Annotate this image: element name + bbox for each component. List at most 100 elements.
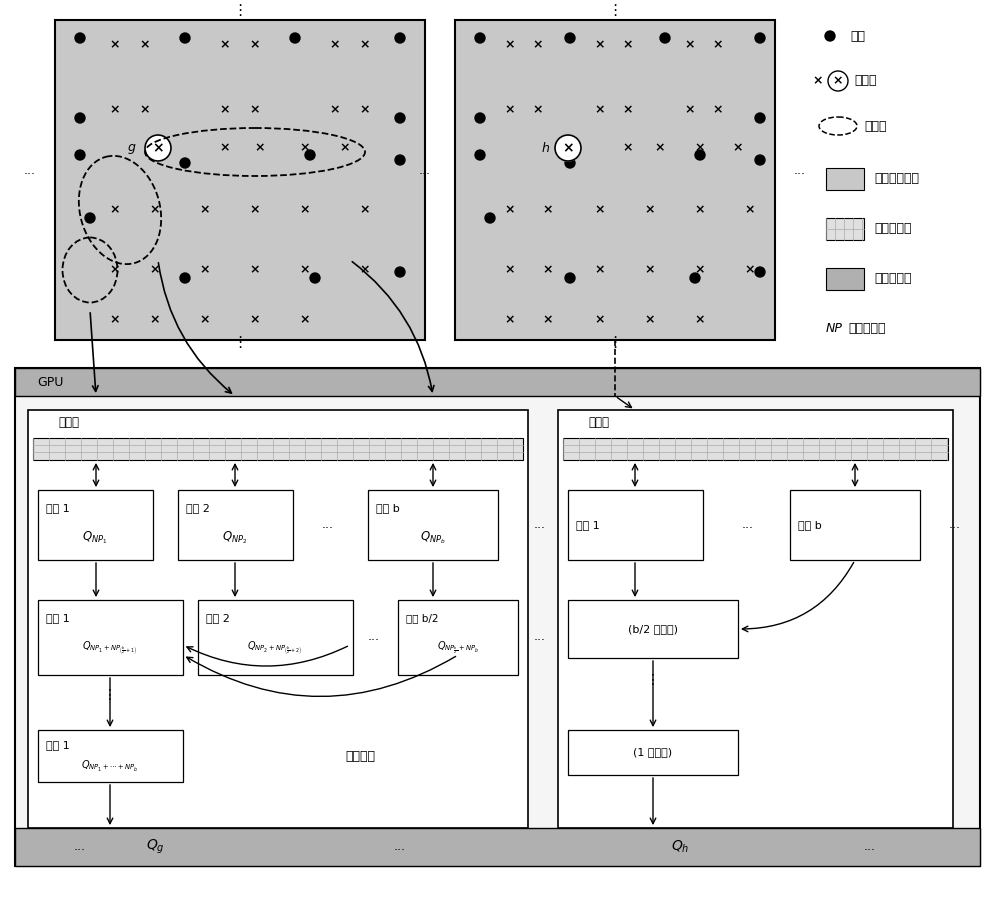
Text: $Q_g$: $Q_g$ <box>146 838 164 856</box>
Text: $Q_{NP_2}$: $Q_{NP_2}$ <box>222 530 248 546</box>
Text: ×: × <box>300 142 310 154</box>
Text: ×: × <box>695 263 705 277</box>
Bar <box>55 20 425 340</box>
Circle shape <box>305 150 315 160</box>
Text: ×: × <box>505 263 515 277</box>
Text: ×: × <box>505 103 515 117</box>
Text: ...: ... <box>534 630 546 644</box>
Text: 线程 1: 线程 1 <box>46 740 70 750</box>
Text: ×: × <box>733 142 743 154</box>
Circle shape <box>75 113 85 123</box>
Text: 线程 b: 线程 b <box>798 520 822 530</box>
Text: ×: × <box>695 142 705 154</box>
Text: ×: × <box>623 103 633 117</box>
Text: ...: ... <box>534 518 546 532</box>
Text: ...: ... <box>949 518 961 532</box>
Text: $Q_{NP_1+NP_{\left(\frac{b}{2}+1\right)}}$: $Q_{NP_1+NP_{\left(\frac{b}{2}+1\right)}… <box>82 639 138 656</box>
Text: ×: × <box>623 142 633 154</box>
Bar <box>826 268 864 290</box>
Text: $Q_h$: $Q_h$ <box>671 839 689 855</box>
Text: ×: × <box>745 263 755 277</box>
Text: ×: × <box>140 39 150 51</box>
Circle shape <box>475 113 485 123</box>
Text: ×: × <box>595 103 605 117</box>
Text: ×: × <box>200 313 210 327</box>
Bar <box>455 20 775 340</box>
Text: ×: × <box>360 204 370 216</box>
Text: ×: × <box>340 142 350 154</box>
Text: 线程 b/2: 线程 b/2 <box>406 613 438 623</box>
Text: ×: × <box>543 313 553 327</box>
Text: ×: × <box>220 142 230 154</box>
Text: ×: × <box>562 141 574 155</box>
Text: 线程 b: 线程 b <box>376 503 400 513</box>
Text: $Q_{NP_2+NP_{\left(\frac{b}{2}+2\right)}}$: $Q_{NP_2+NP_{\left(\frac{b}{2}+2\right)}… <box>247 639 303 656</box>
Text: ×: × <box>200 263 210 277</box>
Text: ×: × <box>505 313 515 327</box>
Text: ×: × <box>543 263 553 277</box>
Circle shape <box>565 33 575 43</box>
Circle shape <box>310 273 320 283</box>
Circle shape <box>180 158 190 168</box>
Circle shape <box>180 273 190 283</box>
Text: ×: × <box>360 39 370 51</box>
Circle shape <box>565 158 575 168</box>
Text: ⋮: ⋮ <box>232 3 248 17</box>
Circle shape <box>695 150 705 160</box>
Text: 积分点定义域: 积分点定义域 <box>874 172 919 186</box>
Circle shape <box>290 33 300 43</box>
Text: ×: × <box>360 103 370 117</box>
Text: ×: × <box>813 75 823 87</box>
Circle shape <box>755 155 765 165</box>
Text: ⋮: ⋮ <box>232 334 248 349</box>
Text: ×: × <box>685 39 695 51</box>
Bar <box>15 368 980 396</box>
Text: NP: NP <box>826 322 843 336</box>
Bar <box>826 168 864 190</box>
Text: ×: × <box>330 39 340 51</box>
Text: ×: × <box>505 204 515 216</box>
Text: ×: × <box>110 103 120 117</box>
Circle shape <box>180 33 190 43</box>
Text: ...: ... <box>74 841 86 853</box>
Text: ×: × <box>330 103 340 117</box>
Text: ×: × <box>300 313 310 327</box>
Bar <box>38 600 183 675</box>
Bar <box>568 600 738 658</box>
Text: ×: × <box>140 103 150 117</box>
Text: ×: × <box>695 204 705 216</box>
Text: ...: ... <box>864 841 876 853</box>
Text: GPU: GPU <box>37 375 63 389</box>
Circle shape <box>825 31 835 41</box>
Text: ×: × <box>250 39 260 51</box>
Text: ...: ... <box>742 518 754 532</box>
Text: ×: × <box>110 263 120 277</box>
Text: ×: × <box>645 313 655 327</box>
Text: (b/2 个线程): (b/2 个线程) <box>628 624 678 634</box>
Text: ...: ... <box>394 841 406 853</box>
Bar <box>368 490 498 560</box>
Text: ×: × <box>533 103 543 117</box>
Text: ⋮: ⋮ <box>607 3 623 17</box>
Text: ⋮: ⋮ <box>607 334 623 349</box>
Bar <box>178 490 293 560</box>
Text: ×: × <box>595 313 605 327</box>
Text: ...: ... <box>419 163 431 177</box>
Text: 归约求和: 归约求和 <box>345 750 375 762</box>
Text: 线程块: 线程块 <box>58 417 79 429</box>
Text: 线程 2: 线程 2 <box>186 503 210 513</box>
Text: 线程 1: 线程 1 <box>46 613 70 623</box>
Text: 线程 1: 线程 1 <box>46 503 70 513</box>
Text: ×: × <box>250 263 260 277</box>
Circle shape <box>395 33 405 43</box>
Text: ×: × <box>645 263 655 277</box>
Bar <box>15 368 980 866</box>
Circle shape <box>755 113 765 123</box>
Text: ×: × <box>543 204 553 216</box>
Circle shape <box>75 33 85 43</box>
Text: ...: ... <box>794 163 806 177</box>
Circle shape <box>660 33 670 43</box>
Text: $Q_{NP_b}$: $Q_{NP_b}$ <box>420 530 446 546</box>
Circle shape <box>475 33 485 43</box>
Text: ×: × <box>300 204 310 216</box>
